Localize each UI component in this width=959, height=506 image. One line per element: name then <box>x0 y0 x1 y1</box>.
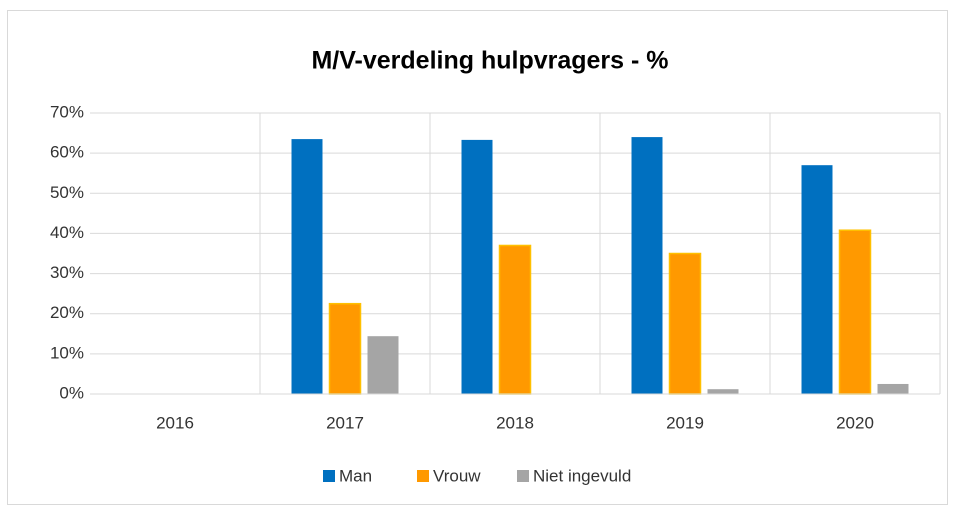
y-tick-label: 10% <box>50 343 84 362</box>
bar <box>328 302 362 395</box>
y-tick-label: 0% <box>59 383 84 402</box>
y-tick-label: 40% <box>50 223 84 242</box>
legend-swatch <box>517 470 529 482</box>
bar <box>668 252 702 395</box>
y-tick-label: 60% <box>50 143 84 162</box>
x-tick-label: 2018 <box>496 413 534 432</box>
bar <box>801 165 833 394</box>
legend-swatch <box>323 470 335 482</box>
bar <box>461 139 493 394</box>
bar <box>367 336 399 394</box>
x-tick-label: 2019 <box>666 413 704 432</box>
legend-label: Vrouw <box>433 466 481 485</box>
bar <box>877 383 909 394</box>
x-tick-label: 2020 <box>836 413 874 432</box>
bar <box>838 229 872 395</box>
y-tick-label: 20% <box>50 303 84 322</box>
x-tick-label: 2017 <box>326 413 364 432</box>
legend-label: Niet ingevuld <box>533 466 631 485</box>
y-tick-label: 70% <box>50 102 84 121</box>
bar <box>631 137 663 395</box>
bar <box>707 389 739 394</box>
chart-title: M/V-verdeling hulpvragers - % <box>311 47 668 75</box>
y-tick-label: 50% <box>50 183 84 202</box>
bar <box>498 244 532 395</box>
legend-label: Man <box>339 466 372 485</box>
x-tick-label: 2016 <box>156 413 194 432</box>
legend-swatch <box>417 470 429 482</box>
y-tick-label: 30% <box>50 263 84 282</box>
bar <box>291 139 323 394</box>
